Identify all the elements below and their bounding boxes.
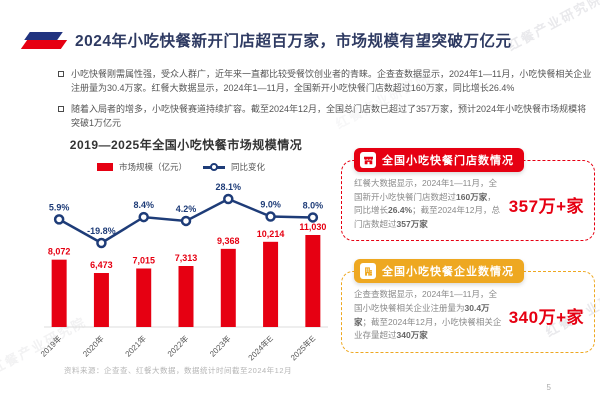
svg-text:6,473: 6,473: [90, 260, 113, 270]
enterprises-stat-box: 全国小吃快餐企业数情况 企查查数据显示，2024年1—11月，全国小吃快餐相关企…: [341, 259, 595, 353]
watermark: 红餐产业研究院: [505, 0, 600, 54]
stores-stat-box: 全国小吃快餐门店数情况 红餐大数据显示，2024年1—11月，全国新开小吃快餐门…: [341, 148, 595, 242]
stores-box-title: 全国小吃快餐门店数情况: [382, 155, 514, 167]
svg-text:5.9%: 5.9%: [49, 202, 70, 212]
svg-text:8.0%: 8.0%: [303, 200, 324, 210]
svg-text:2024年E: 2024年E: [246, 333, 275, 362]
svg-text:10,214: 10,214: [257, 229, 285, 239]
square-bullet-icon: [58, 105, 64, 112]
legend-bar-label: 市场规模（亿元）: [118, 162, 187, 172]
enterprises-box-title: 全国小吃快餐企业数情况: [382, 266, 514, 279]
summary-bullets: 小吃快餐刚需属性强，受众人群广，近年来一直都比较受餐饮创业者的青睐。企查查数据显…: [58, 68, 592, 138]
svg-text:2019年: 2019年: [38, 333, 63, 358]
legend-line-label: 同比变化: [231, 162, 266, 172]
svg-text:9,368: 9,368: [217, 236, 240, 246]
svg-text:2023年: 2023年: [207, 333, 232, 358]
square-bullet-icon: [58, 71, 64, 77]
market-size-combo-chart: 8,072 2019年 6,473 2020年 7,015 2021年 7,313 2022年…: [38, 182, 328, 362]
svg-text:9.0%: 9.0%: [260, 200, 281, 210]
svg-text:4.2%: 4.2%: [176, 204, 197, 214]
svg-text:7,313: 7,313: [175, 253, 198, 263]
page-title: 2024年小吃快餐新开门店超百万家，市场规模有望突破万亿元: [75, 33, 512, 50]
bullet-item: 小吃快餐刚需属性强，受众人群广，近年来一直都比较受餐饮创业者的青睐。企查查数据显…: [58, 68, 592, 96]
source-note: 资料来源：企查查、红餐大数据，数据统计时间截至2024年12月: [64, 366, 293, 375]
svg-text:11,030: 11,030: [299, 222, 326, 232]
chart-title: 2019—2025年全国小吃快餐市场规模情况: [69, 138, 303, 152]
stores-big-number: 357万+家: [508, 196, 584, 216]
enterprises-box-header: 全国小吃快餐企业数情况: [354, 259, 524, 284]
page-number: 5: [546, 383, 551, 392]
legend-bar-swatch: [96, 163, 113, 171]
legend-line-swatch: [203, 163, 225, 172]
title-flag-icon: [20, 31, 68, 49]
svg-text:7,015: 7,015: [132, 255, 155, 265]
svg-text:2021年: 2021年: [123, 333, 148, 358]
enterprises-box-text: 企查查数据显示，2024年1—11月，全国小吃快餐相关企业注册量为30.4万家；…: [354, 289, 502, 341]
stat-panel: 全国小吃快餐门店数情况 红餐大数据显示，2024年1—11月，全国新开小吃快餐门…: [341, 148, 595, 383]
svg-text:2025年E: 2025年E: [288, 333, 317, 362]
header: 2024年小吃快餐新开门店超百万家，市场规模有望突破万亿元: [20, 29, 512, 51]
svg-text:2020年: 2020年: [81, 333, 106, 358]
svg-text:-19.8%: -19.8%: [87, 226, 116, 236]
bullet-item: 随着入局者的增多，小吃快餐赛道持续扩容。截至2024年12月，全国总门店数已超过…: [58, 103, 592, 131]
stores-box-header: 全国小吃快餐门店数情况: [354, 148, 524, 172]
enterprises-big-number: 340万+家: [508, 308, 584, 328]
stores-box-text: 红餐大数据显示，2024年1—11月，全国新开小吃快餐门店数超过160万家，同比…: [354, 178, 500, 229]
svg-text:2022年: 2022年: [165, 333, 190, 358]
svg-text:8,072: 8,072: [48, 247, 71, 257]
svg-text:8.4%: 8.4%: [133, 200, 154, 210]
building-icon: [360, 263, 376, 280]
chart-legend: 市场规模（亿元） 同比变化: [38, 161, 334, 173]
storefront-icon: [360, 152, 376, 168]
market-size-chart-block: 2019—2025年全国小吃快餐市场规模情况 市场规模（亿元） 同比变化 8,0…: [38, 136, 334, 373]
bullet-text: 随着入局者的增多，小吃快餐赛道持续扩容。截至2024年12月，全国总门店数已超过…: [71, 103, 587, 128]
bullet-text: 小吃快餐刚需属性强，受众人群广，近年来一直都比较受餐饮创业者的青睐。企查查数据显…: [71, 69, 592, 93]
svg-text:28.1%: 28.1%: [216, 182, 242, 192]
